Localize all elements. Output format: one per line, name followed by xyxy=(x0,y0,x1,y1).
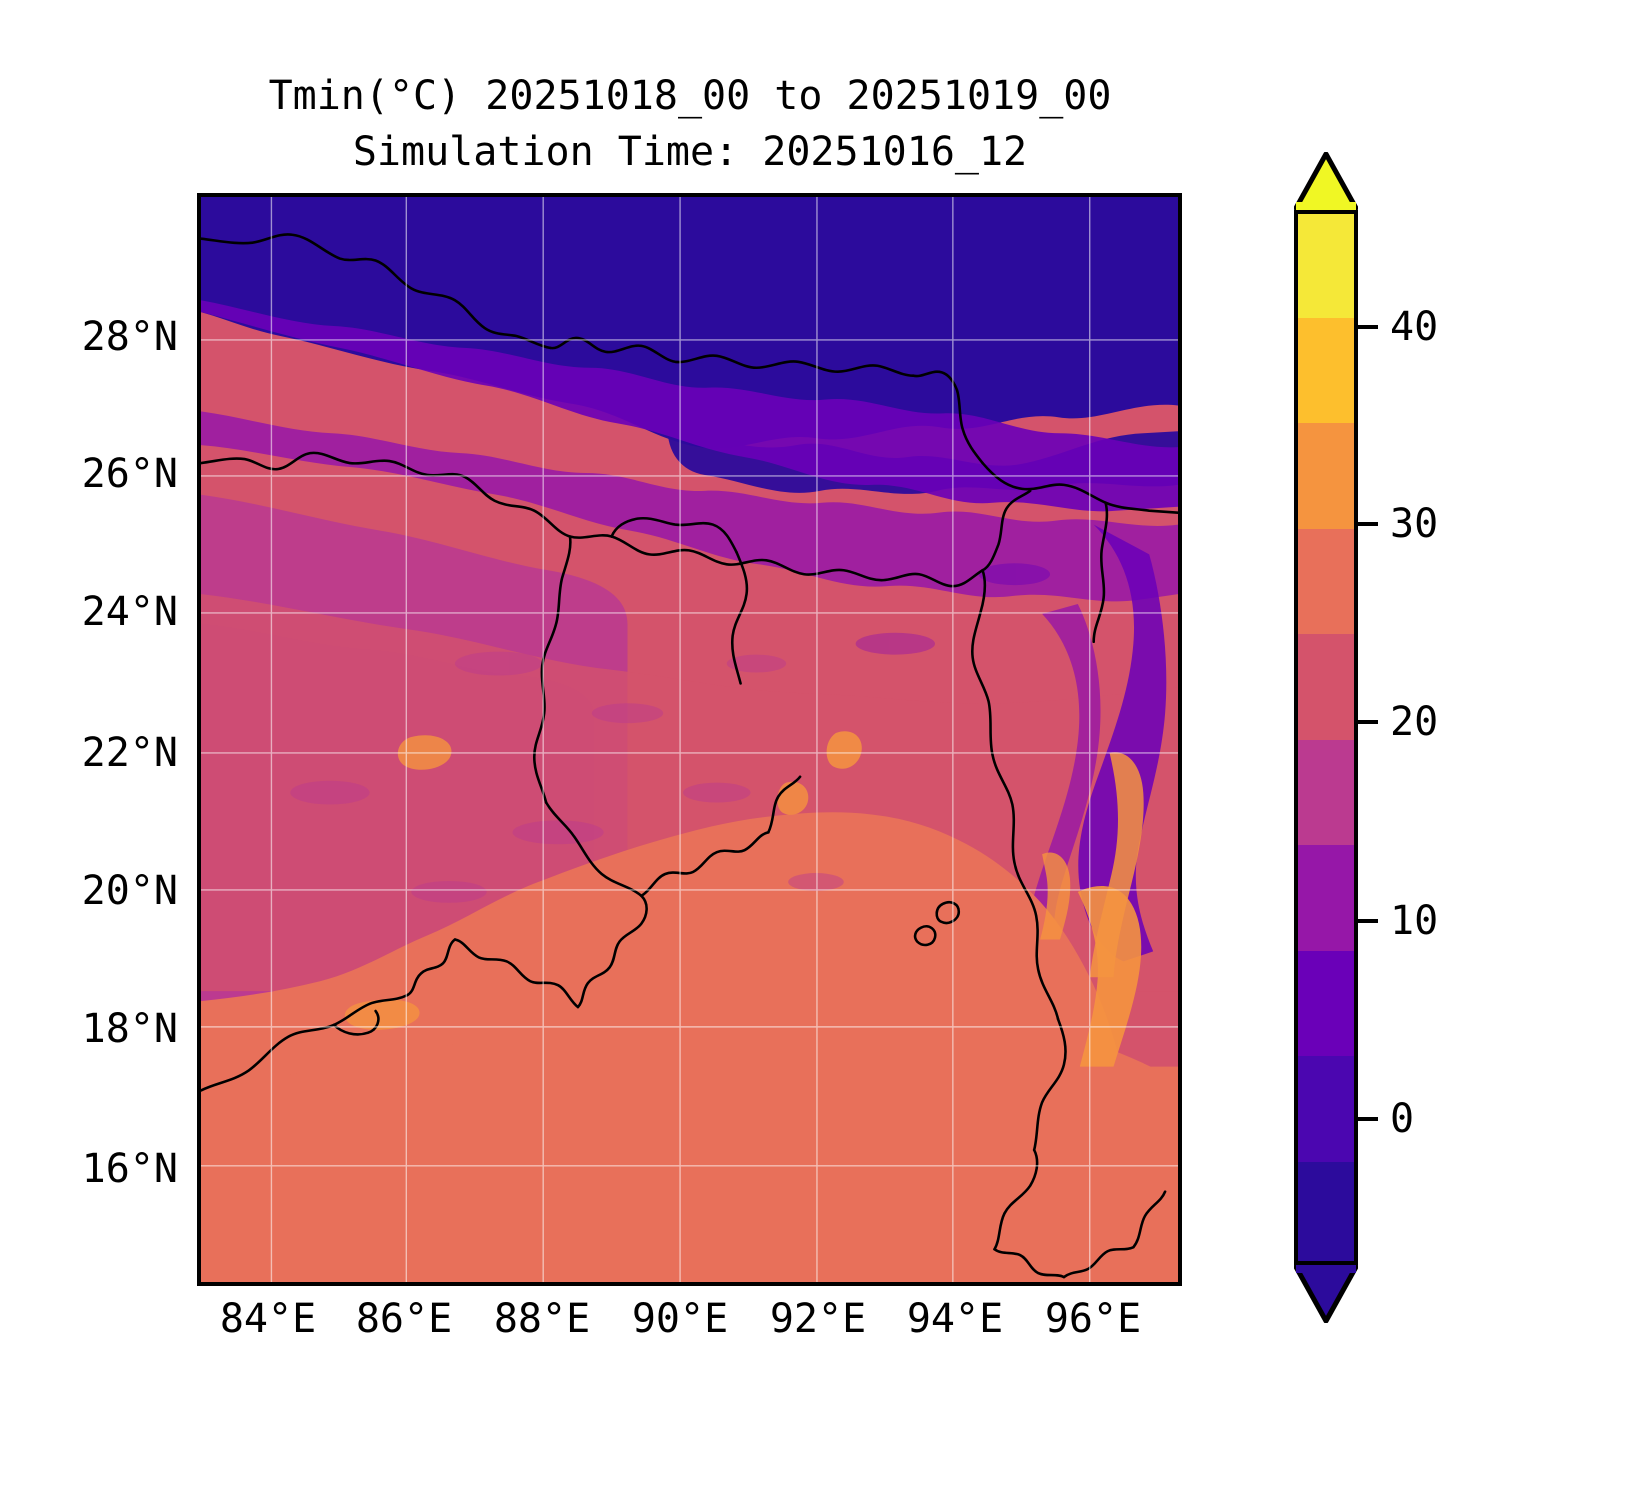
colorbar-band-25-to-30 xyxy=(1294,526,1358,635)
xtick-90e: 90°E xyxy=(631,1296,729,1342)
field-texture-speckles xyxy=(290,563,1051,903)
xtick-92e: 92°E xyxy=(769,1296,867,1342)
colorbar: 40 30 20 10 0 xyxy=(1240,152,1440,1323)
map-plot-area xyxy=(197,193,1182,1286)
coastline-and-borders xyxy=(201,233,1178,1279)
xtick-84e: 84°E xyxy=(219,1296,317,1342)
colorbar-label-20: 20 xyxy=(1390,699,1439,745)
colorbar-label-40: 40 xyxy=(1390,304,1439,350)
colorbar-tick-20 xyxy=(1358,720,1378,724)
ytick-16n: 16°N xyxy=(81,1146,178,1192)
xtick-96e: 96°E xyxy=(1044,1296,1142,1342)
title-line-simulation-time: Simulation Time: 20251016_12 xyxy=(352,129,1028,175)
colorbar-band-30-to-35 xyxy=(1294,421,1358,529)
colorbar-tick-30 xyxy=(1358,522,1378,526)
colorbar-band-10-to-15 xyxy=(1294,843,1358,951)
temperature-contour-field xyxy=(201,197,1178,1282)
colorbar-tick-40 xyxy=(1358,325,1378,329)
colorbar-band-20-to-25 xyxy=(1294,632,1358,740)
cold-zone-himalaya xyxy=(201,197,1178,449)
xtick-86e: 86°E xyxy=(355,1296,453,1342)
colorbar-under-arrow xyxy=(1294,1265,1358,1323)
ytick-28n: 28°N xyxy=(81,314,178,360)
colorbar-label-0: 0 xyxy=(1390,1096,1415,1142)
xtick-94e: 94°E xyxy=(906,1296,1004,1342)
colorbar-band-5-to-10 xyxy=(1294,948,1358,1057)
colorbar-frame xyxy=(1294,210,1358,1265)
colorbar-band-35-to-40 xyxy=(1294,315,1358,424)
ytick-22n: 22°N xyxy=(81,730,178,776)
ytick-20n: 20°N xyxy=(81,868,178,914)
colorbar-label-10: 10 xyxy=(1390,898,1439,944)
transition-zone-magenta xyxy=(201,411,1178,602)
myanmar-warm-patch-3 xyxy=(1040,852,1071,940)
ytick-24n: 24°N xyxy=(81,589,178,635)
colorbar-tick-10 xyxy=(1358,919,1378,923)
title-line-variable-period: Tmin(°C) 20251018_00 to 20251019_00 xyxy=(268,73,1112,119)
colorbar-band--5-to-0 xyxy=(1294,1159,1358,1268)
eastern-highlands-magenta xyxy=(1025,603,1101,982)
colorbar-over-arrow xyxy=(1294,152,1358,210)
ytick-18n: 18°N xyxy=(81,1006,178,1052)
ytick-26n: 26°N xyxy=(81,451,178,497)
figure-title: Tmin(°C) 20251018_00 to 20251019_00 Simu… xyxy=(195,68,1185,180)
colorbar-band-40-to-45 xyxy=(1294,210,1358,318)
colorbar-label-30: 30 xyxy=(1390,501,1439,547)
eastern-highlands-purple xyxy=(1078,524,1167,962)
transition-zone-purple xyxy=(201,300,1178,512)
colorbar-tick-0 xyxy=(1358,1117,1378,1121)
colorbar-band-15-to-20 xyxy=(1294,737,1358,846)
myanmar-warm-strip-2 xyxy=(1089,752,1144,978)
colorbar-bands xyxy=(1294,210,1358,1268)
bay-of-bengal-warm-2 xyxy=(201,1004,1178,1282)
warm-patch-inland-1 xyxy=(826,731,862,769)
colorbar-band-0-to-5 xyxy=(1294,1054,1358,1162)
xtick-88e: 88°E xyxy=(493,1296,591,1342)
